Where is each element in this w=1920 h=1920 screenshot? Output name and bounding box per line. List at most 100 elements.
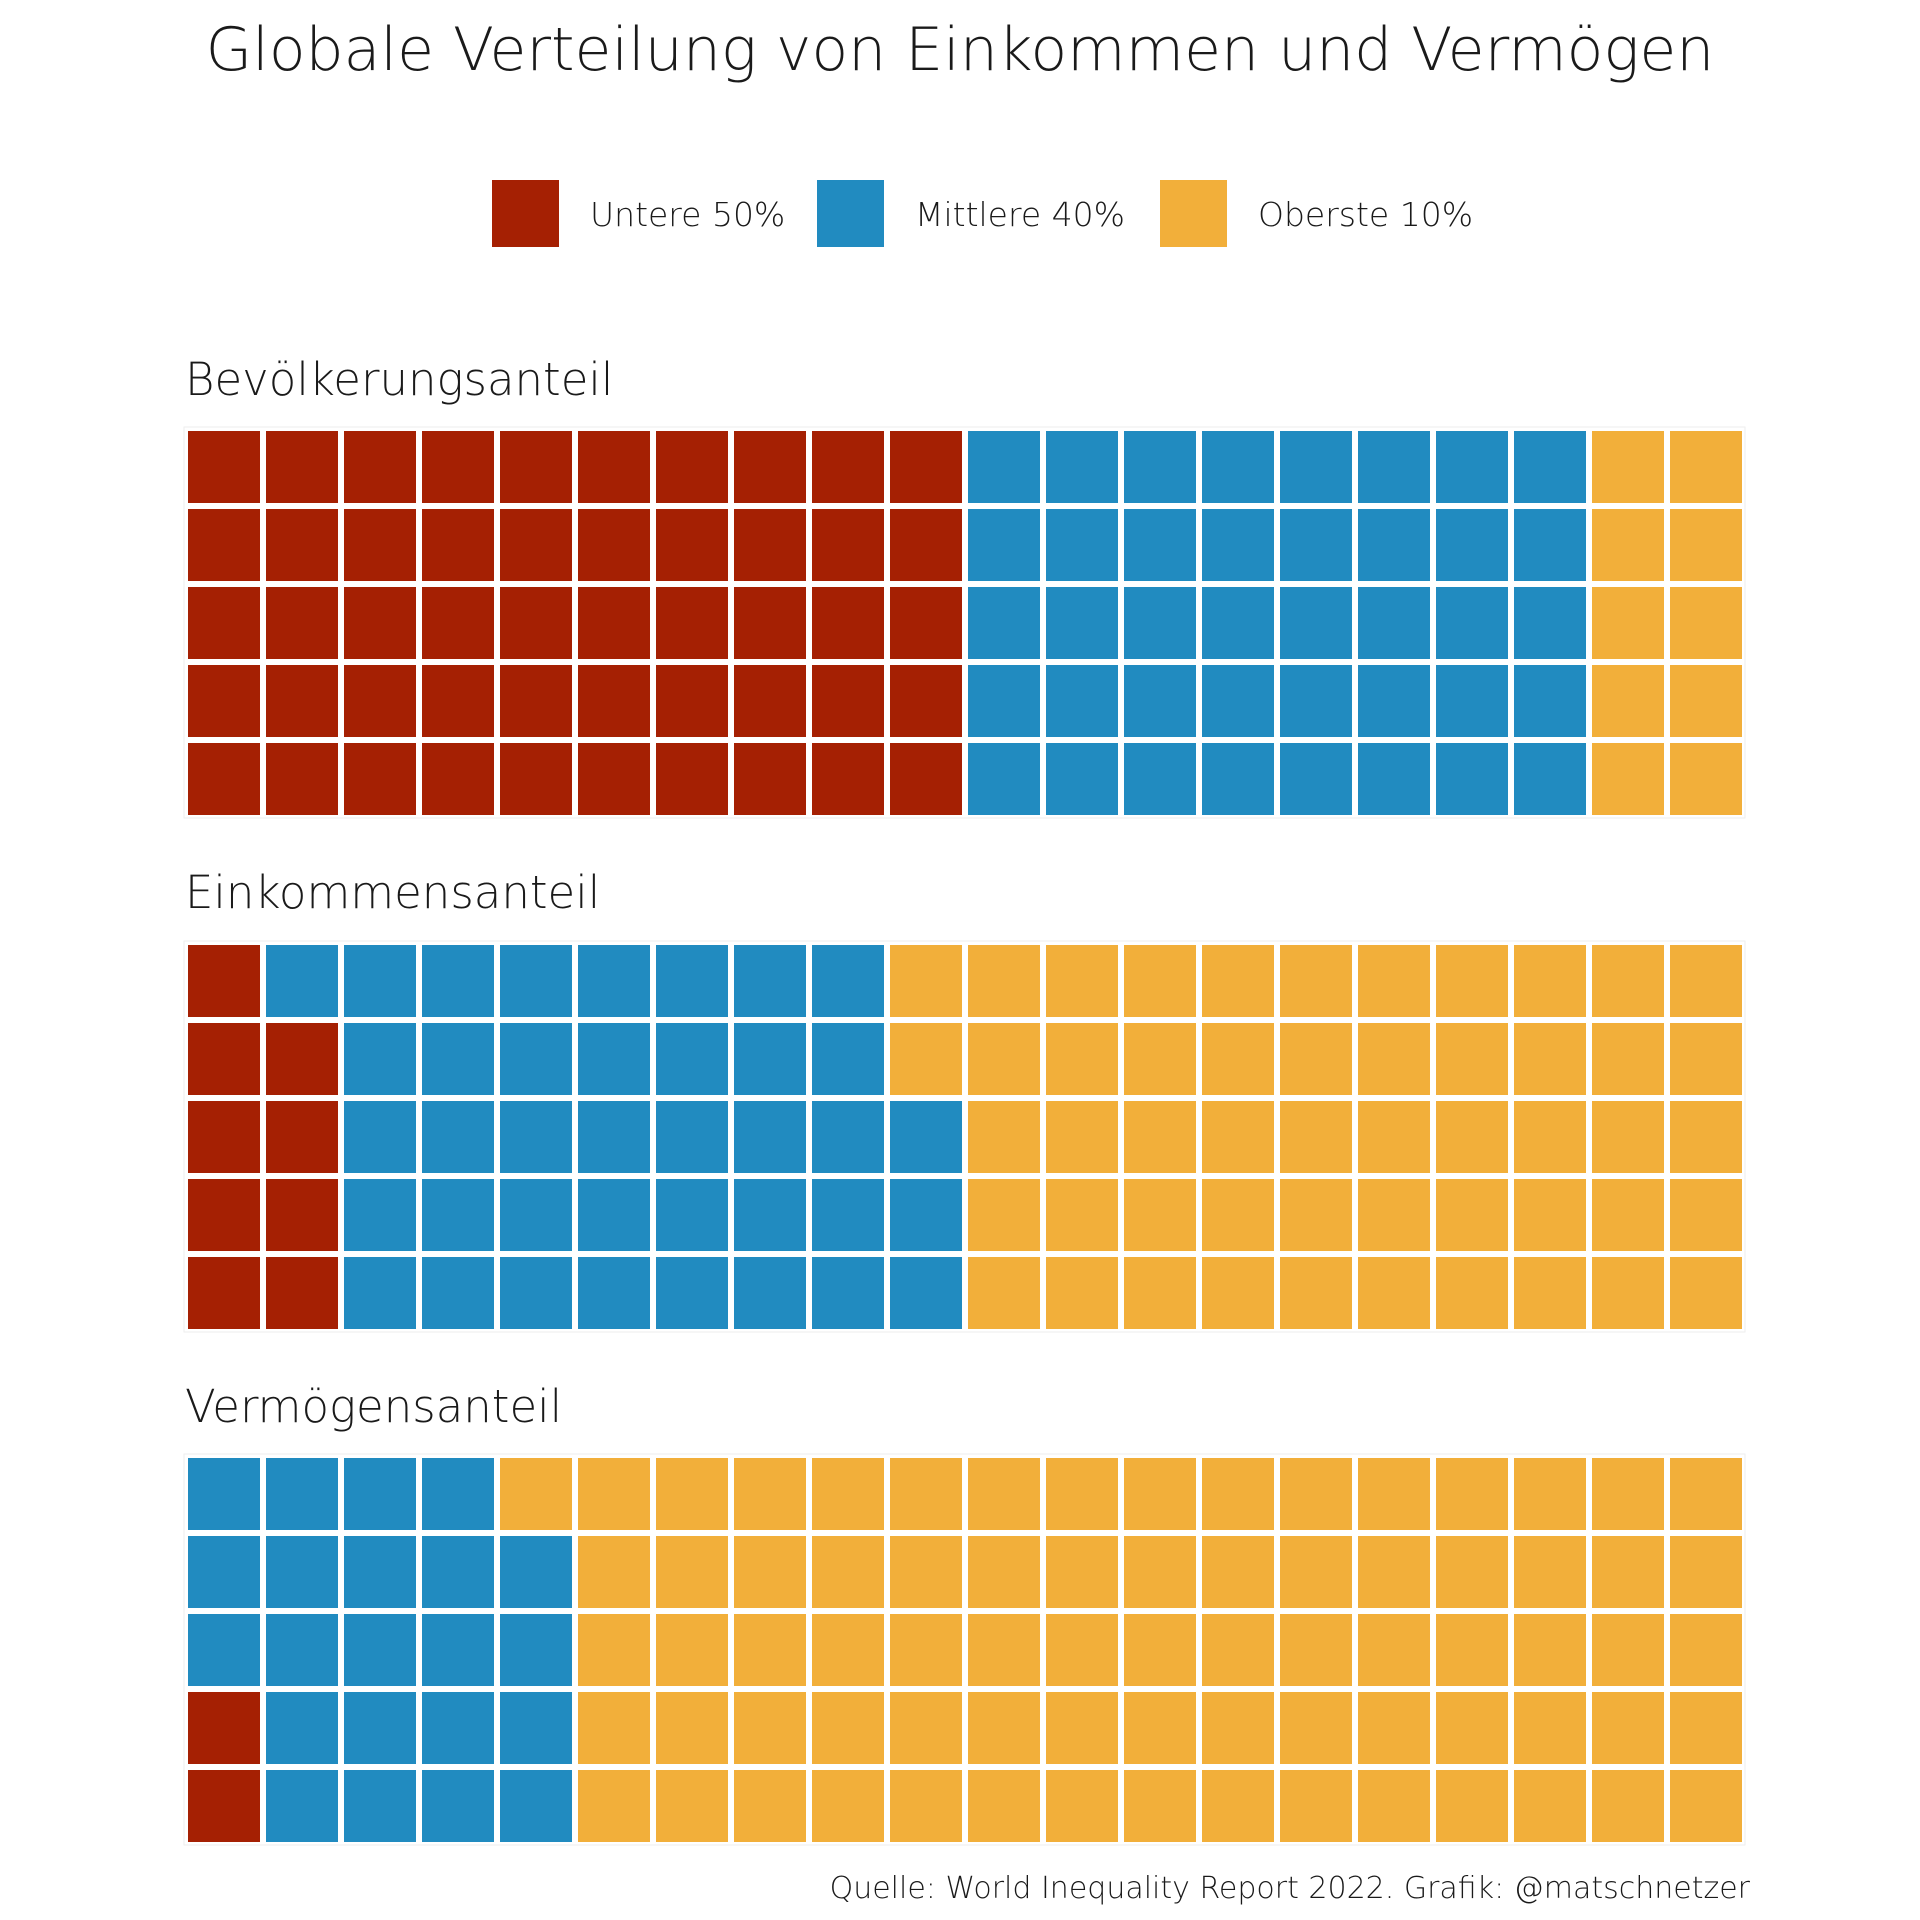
waffle-cell-bottom50 — [656, 665, 728, 737]
waffle-cell-top10 — [1046, 1101, 1118, 1173]
waffle-cell-top10 — [1358, 1179, 1430, 1251]
waffle-cell-top10 — [1046, 1770, 1118, 1842]
waffle-cell-bottom50 — [422, 743, 494, 815]
waffle-cell-top10 — [578, 1458, 650, 1530]
waffle-cell-bottom50 — [188, 1101, 260, 1173]
waffle-cell-bottom50 — [890, 431, 962, 503]
waffle-cell-top10 — [1124, 1179, 1196, 1251]
waffle-cell-top10 — [1358, 1101, 1430, 1173]
waffle-cell-middle40 — [578, 1023, 650, 1095]
waffle-cell-top10 — [1202, 1257, 1274, 1329]
waffle-cell-middle40 — [812, 1101, 884, 1173]
waffle-cell-middle40 — [734, 1101, 806, 1173]
waffle-cell-top10 — [890, 1023, 962, 1095]
waffle-cell-top10 — [1124, 945, 1196, 1017]
waffle-cell-top10 — [1436, 1458, 1508, 1530]
waffle-cell-top10 — [1280, 1614, 1352, 1686]
waffle-cell-middle40 — [500, 1101, 572, 1173]
waffle-cell-top10 — [1280, 1536, 1352, 1608]
waffle-cell-top10 — [1514, 945, 1586, 1017]
waffle-cell-middle40 — [422, 1770, 494, 1842]
waffle-cell-top10 — [890, 1692, 962, 1764]
waffle-cell-top10 — [1514, 1257, 1586, 1329]
waffle-cell-middle40 — [266, 1614, 338, 1686]
waffle-cell-middle40 — [1046, 587, 1118, 659]
waffle-cell-middle40 — [422, 1023, 494, 1095]
waffle-cell-middle40 — [422, 945, 494, 1017]
waffle-cell-middle40 — [656, 945, 728, 1017]
waffle-cell-top10 — [656, 1770, 728, 1842]
waffle-cell-bottom50 — [422, 509, 494, 581]
waffle-cell-top10 — [1592, 509, 1664, 581]
waffle-cell-top10 — [1670, 1101, 1742, 1173]
waffle-cell-middle40 — [1202, 431, 1274, 503]
waffle-cell-middle40 — [344, 945, 416, 1017]
waffle-cell-middle40 — [812, 1257, 884, 1329]
waffle-cell-top10 — [1670, 587, 1742, 659]
waffle-cell-top10 — [578, 1536, 650, 1608]
waffle-cell-bottom50 — [188, 509, 260, 581]
waffle-cell-middle40 — [500, 1023, 572, 1095]
waffle-cell-bottom50 — [188, 1770, 260, 1842]
waffle-cell-bottom50 — [188, 665, 260, 737]
panel-label: Vermögensanteil — [185, 1380, 562, 1433]
waffle-cell-bottom50 — [812, 587, 884, 659]
waffle-cell-middle40 — [344, 1179, 416, 1251]
waffle-cell-middle40 — [344, 1536, 416, 1608]
waffle-cell-top10 — [1358, 1458, 1430, 1530]
waffle-cell-top10 — [1046, 1614, 1118, 1686]
waffle-cell-middle40 — [1358, 431, 1430, 503]
waffle-cell-bottom50 — [500, 665, 572, 737]
legend-label-top10: Oberste 10% — [1258, 195, 1473, 234]
waffle-cell-top10 — [1358, 1770, 1430, 1842]
waffle-cell-bottom50 — [734, 743, 806, 815]
waffle-cell-top10 — [890, 1614, 962, 1686]
waffle-cell-middle40 — [344, 1692, 416, 1764]
waffle-cell-top10 — [1046, 1179, 1118, 1251]
waffle-cell-middle40 — [1124, 431, 1196, 503]
waffle-cell-top10 — [1280, 1770, 1352, 1842]
waffle-cell-top10 — [1358, 1023, 1430, 1095]
waffle-cell-middle40 — [1514, 431, 1586, 503]
waffle-cell-bottom50 — [266, 1257, 338, 1329]
waffle-cell-middle40 — [266, 1770, 338, 1842]
waffle-cell-middle40 — [188, 1536, 260, 1608]
waffle-cell-top10 — [1436, 1257, 1508, 1329]
waffle-cell-middle40 — [1124, 665, 1196, 737]
waffle-cell-bottom50 — [266, 509, 338, 581]
waffle-cell-top10 — [656, 1458, 728, 1530]
legend-label-bottom50: Untere 50% — [590, 195, 785, 234]
waffle-cell-middle40 — [188, 1458, 260, 1530]
waffle-cell-middle40 — [422, 1458, 494, 1530]
waffle-cell-top10 — [1592, 1770, 1664, 1842]
waffle-cell-top10 — [1592, 743, 1664, 815]
waffle-cell-middle40 — [500, 1179, 572, 1251]
waffle-cell-top10 — [1592, 587, 1664, 659]
waffle-cell-top10 — [1436, 1692, 1508, 1764]
waffle-cell-top10 — [734, 1614, 806, 1686]
waffle-cell-middle40 — [968, 743, 1040, 815]
waffle-cell-middle40 — [1280, 743, 1352, 815]
waffle-cell-top10 — [656, 1536, 728, 1608]
panel-3: Vermögensanteil — [183, 1380, 1746, 1846]
waffle-cell-top10 — [968, 1257, 1040, 1329]
waffle-cell-bottom50 — [500, 431, 572, 503]
waffle-cell-top10 — [1670, 1458, 1742, 1530]
waffle-cell-middle40 — [1124, 587, 1196, 659]
waffle-cell-top10 — [734, 1692, 806, 1764]
waffle-cell-top10 — [1124, 1257, 1196, 1329]
waffle-cell-top10 — [1514, 1692, 1586, 1764]
waffle-cell-top10 — [968, 1179, 1040, 1251]
waffle-cell-top10 — [1670, 665, 1742, 737]
waffle-cell-middle40 — [422, 1692, 494, 1764]
waffle-cell-top10 — [1046, 1257, 1118, 1329]
waffle-cell-top10 — [1358, 1614, 1430, 1686]
waffle-cell-top10 — [1670, 509, 1742, 581]
waffle-cell-middle40 — [344, 1101, 416, 1173]
waffle-cell-bottom50 — [266, 1023, 338, 1095]
waffle-cell-middle40 — [578, 1257, 650, 1329]
waffle-cell-top10 — [1592, 1692, 1664, 1764]
panel-label: Bevölkerungsanteil — [185, 353, 613, 406]
waffle-cell-bottom50 — [266, 665, 338, 737]
